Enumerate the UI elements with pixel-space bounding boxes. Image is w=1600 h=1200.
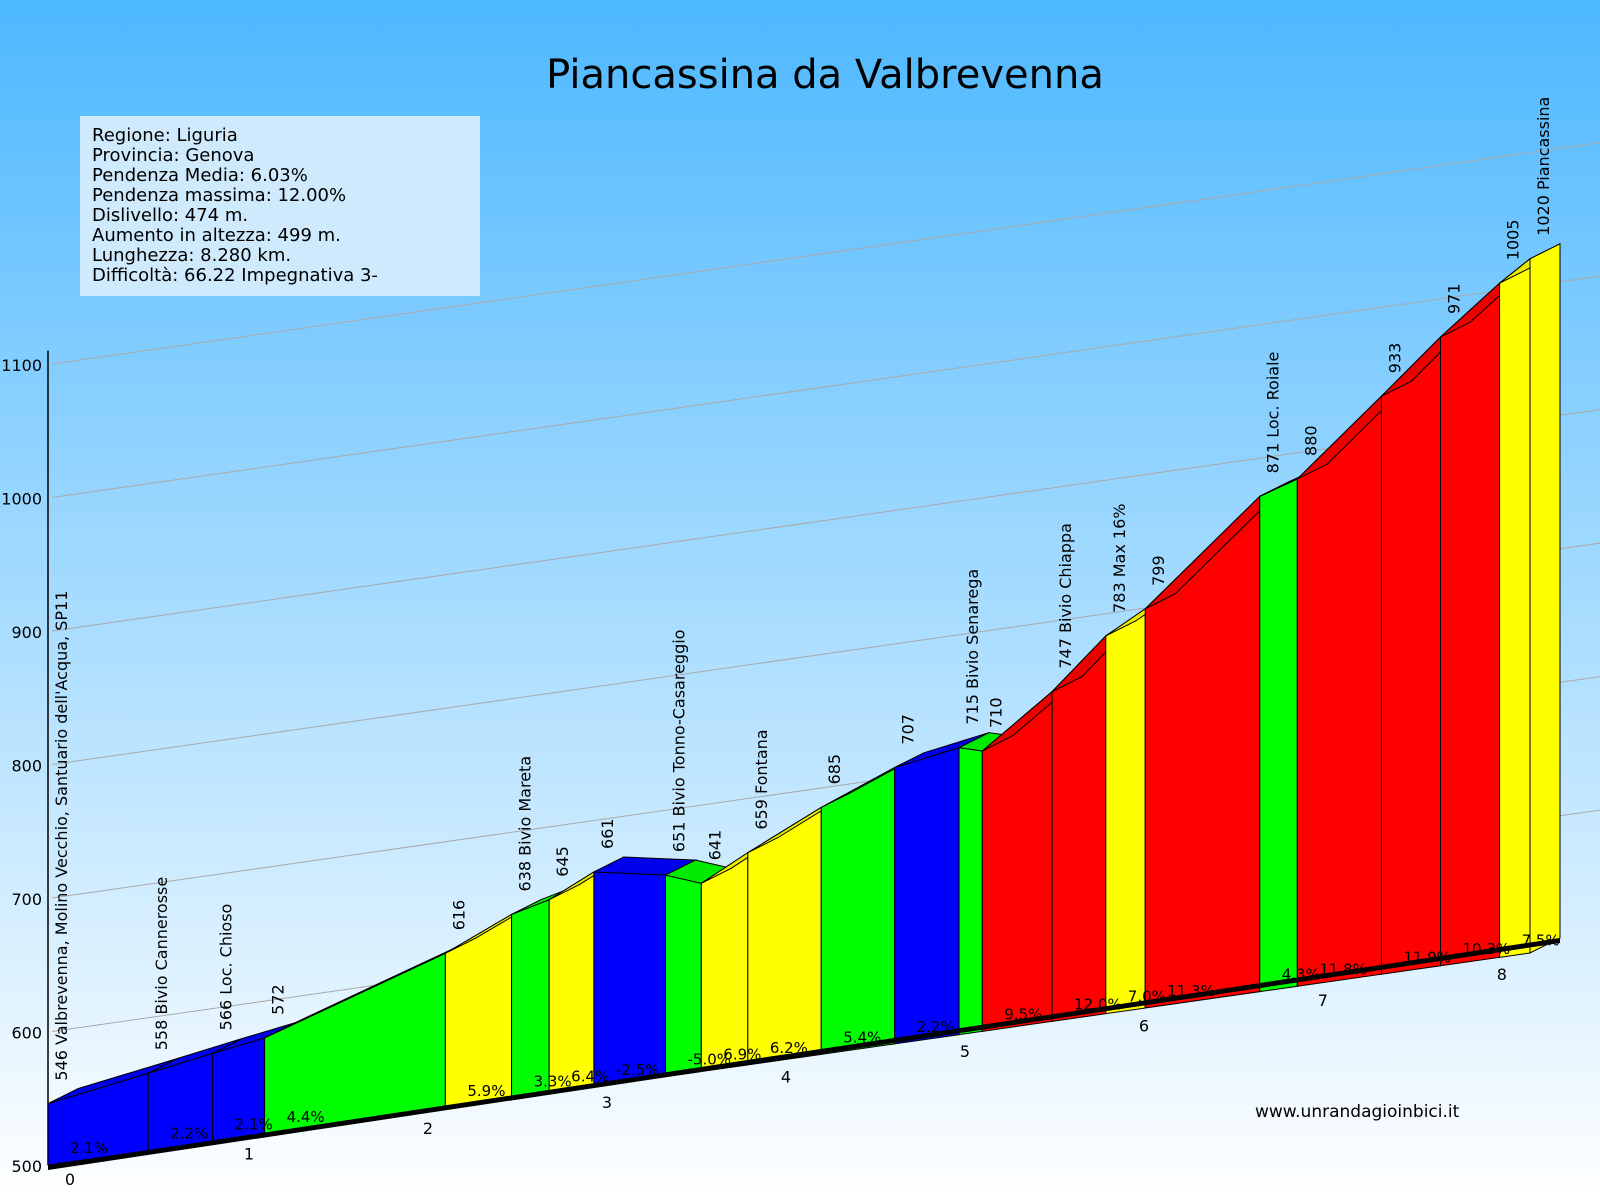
grade-label: 2.2% [170,1125,208,1143]
grade-label: 5.4% [843,1028,881,1046]
y-tick-label: 800 [11,757,42,776]
baseline-strip [48,938,1560,1170]
profile-segment [1440,282,1501,967]
info-line: Aumento in altezza: 499 m. [92,225,341,246]
profile-segment [548,871,595,1094]
grade-label: 11.8% [1319,960,1367,978]
x-tick-label: 0 [65,1170,75,1189]
grade-label: 6.2% [770,1039,808,1057]
profile-segment [1259,478,1298,993]
profile-segment [1296,395,1382,987]
info-line: Regione: Liguria [92,125,238,146]
info-box: Regione: Liguria Provincia: Genova Pende… [80,116,480,296]
y-tick-label: 700 [11,890,42,909]
x-tick-label: 5 [960,1042,970,1061]
grade-label: 11.9% [1403,948,1451,966]
x-tick-label: 4 [781,1068,791,1087]
grade-label: -5.0% [688,1051,732,1069]
waypoint-label: 1020 Piancassina [1534,97,1553,236]
grade-label: 7.5% [1522,931,1560,949]
profile-segment [1380,335,1442,975]
y-tick-label: 1100 [1,356,42,375]
waypoint-label: 971 [1445,283,1464,314]
waypoint-label: 933 [1385,343,1404,374]
waypoint-label: 659 Fontana [752,729,771,829]
profile-segment [820,766,896,1055]
waypoint-label: 1005 [1504,219,1523,260]
gridline [51,275,1600,498]
waypoint-label: 685 [825,754,844,785]
waypoint-label: 710 [986,697,1005,728]
waypoint-label: 880 [1301,425,1320,456]
info-line: Dislivello: 474 m. [92,205,249,226]
grade-label: 2.1% [235,1115,273,1133]
gridline [51,142,1600,365]
x-tick-label: 7 [1318,991,1328,1010]
grade-label: 2.2% [917,1018,955,1036]
x-tick-label: 3 [602,1093,612,1112]
waypoint-label: 645 [553,846,572,877]
grade-label: -2.5% [616,1061,660,1079]
waypoint-label: 572 [269,984,288,1015]
profile-segment [700,851,749,1073]
x-tick-label: 6 [1139,1016,1149,1035]
grade-label: 4.3% [1282,966,1320,984]
waypoint-label: 871 Loc. Roiale [1264,352,1283,474]
profile-end-face [1529,242,1561,954]
grade-label: 6.9% [723,1046,761,1064]
grade-label: 2.1% [70,1139,108,1157]
info-line: Pendenza Media: 6.03% [92,165,308,186]
waypoint-label: 715 Bivio Senarega [963,569,982,725]
waypoint-label: 747 Bivio Chiappa [1056,523,1075,669]
waypoint-label: 558 Bivio Cannerosse [152,877,171,1050]
info-line: Pendenza massima: 12.00% [92,185,347,206]
y-tick-label: 500 [11,1157,42,1176]
grade-label: 7.0% [1128,988,1166,1006]
waypoint-label: 641 [705,830,724,861]
grade-label: 12.0% [1074,995,1122,1013]
profile-segment [511,899,550,1100]
x-tick-label: 2 [423,1119,433,1138]
info-line: Provincia: Genova [92,145,255,166]
profile-segment [665,874,702,1078]
profile-segment [958,747,983,1036]
profile-segment [1105,607,1146,1015]
grade-label: 5.9% [467,1082,505,1100]
grade-label: 6.4% [571,1067,609,1085]
waypoint-label: 616 [449,900,468,931]
grade-label: 11.3% [1167,982,1215,1000]
waypoint-label: 638 Bivio Mareta [516,756,535,892]
grade-label: 4.4% [287,1108,325,1126]
y-tick-label: 1000 [1,490,42,509]
profile-segment [1051,634,1107,1022]
profile-segment [894,746,960,1045]
profile-segment [593,871,666,1088]
waypoint-label: 799 [1149,555,1168,586]
y-tick-label: 600 [11,1024,42,1043]
chart-title: Piancassina da Valbrevenna [546,52,1104,98]
waypoint-label: 661 [598,818,617,849]
waypoint-label: 707 [899,714,918,745]
x-tick-label: 1 [244,1144,254,1163]
info-line: Difficoltà: 66.22 Impegnativa 3- [92,265,378,286]
waypoint-label: 651 Bivio Tonno-Casareggio [670,630,689,853]
profile-segment [1499,257,1531,958]
waypoint-label: 783 Max 16% [1110,504,1129,613]
grade-label: 10.3% [1463,940,1511,958]
info-line: Lunghezza: 8.280 km. [92,245,292,266]
y-tick-label: 900 [11,623,42,642]
waypoint-label: 566 Loc. Chioso [217,904,236,1031]
waypoint-label: 546 Valbrevenna, Molino Vecchio, Santuar… [52,591,71,1081]
grade-label: 3.3% [534,1073,572,1091]
x-tick-label: 8 [1497,965,1507,984]
grade-label: 9.5% [1004,1005,1042,1023]
website-credit: www.unrandagioinbici.it [1255,1102,1460,1122]
